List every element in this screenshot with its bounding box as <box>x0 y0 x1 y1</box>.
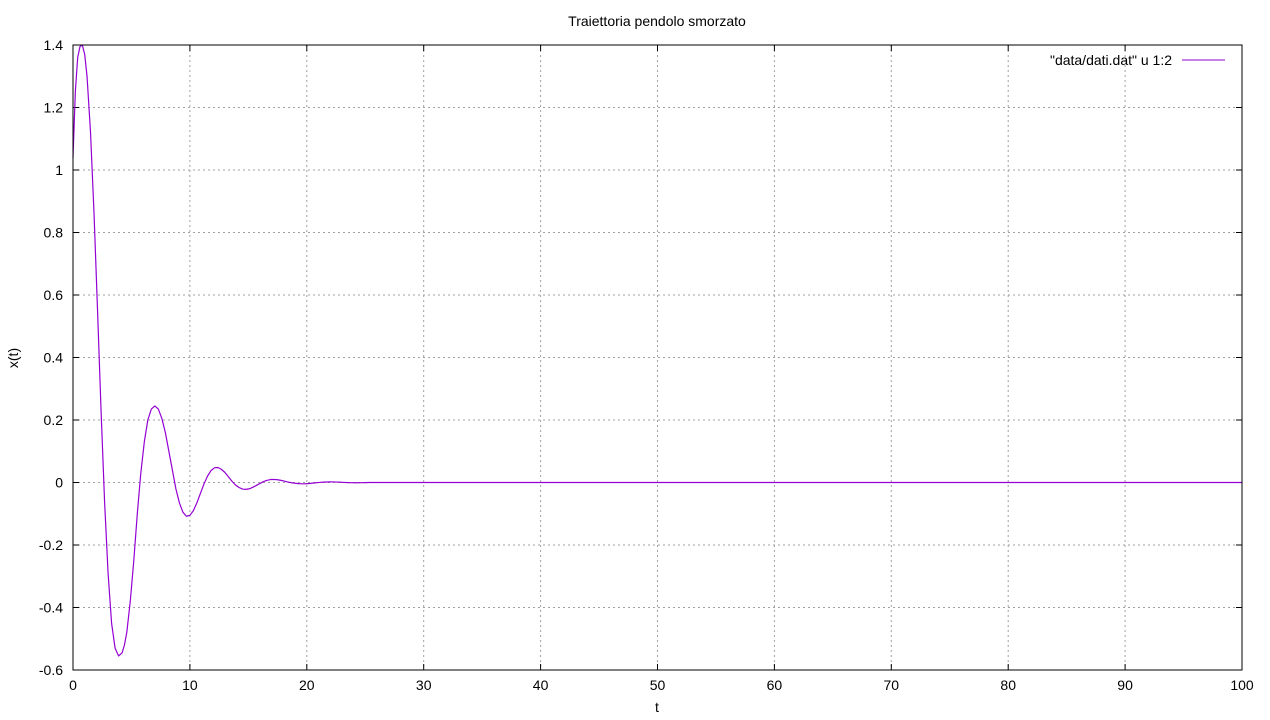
chart-title: Traiettoria pendolo smorzato <box>568 13 746 29</box>
axis-ticks: 0 10 20 30 40 50 60 70 80 90 100 -0.6 -0.4 -0.2 0 0.2 0.… <box>39 37 1254 693</box>
y-tick-label: 0.8 <box>44 225 64 241</box>
x-tick-label: 50 <box>650 677 666 693</box>
x-tick-label: 10 <box>182 677 198 693</box>
x-tick-label: 30 <box>416 677 432 693</box>
x-tick-label: 0 <box>69 677 77 693</box>
series-line-0 <box>72 44 1242 657</box>
y-tick-label: -0.4 <box>39 600 63 616</box>
series-layer <box>72 44 1242 657</box>
x-tick-label: 90 <box>1117 677 1133 693</box>
x-tick-label: 60 <box>767 677 783 693</box>
plot-frame <box>72 44 1243 671</box>
y-tick-label: 0.4 <box>44 350 64 366</box>
y-tick-label: 0.6 <box>44 287 64 303</box>
y-tick-label: 1.2 <box>44 100 64 116</box>
legend-label: "data/dati.dat" u 1:2 <box>1050 52 1172 68</box>
y-tick-label: -0.6 <box>39 662 63 678</box>
y-tick-label: 0.2 <box>44 412 64 428</box>
x-tick-label: 70 <box>884 677 900 693</box>
y-tick-label: 0 <box>55 475 63 491</box>
x-tick-label: 20 <box>299 677 315 693</box>
x-tick-label: 40 <box>533 677 549 693</box>
grid <box>72 44 1243 671</box>
x-tick-label: 100 <box>1230 677 1254 693</box>
y-tick-label: 1.4 <box>44 37 64 53</box>
x-axis-label: t <box>655 699 659 715</box>
y-axis-label: x(t) <box>5 348 21 368</box>
legend: "data/dati.dat" u 1:2 <box>1050 52 1225 68</box>
x-tick-label: 80 <box>1000 677 1016 693</box>
y-tick-label: -0.2 <box>39 537 63 553</box>
y-tick-label: 1 <box>55 162 63 178</box>
